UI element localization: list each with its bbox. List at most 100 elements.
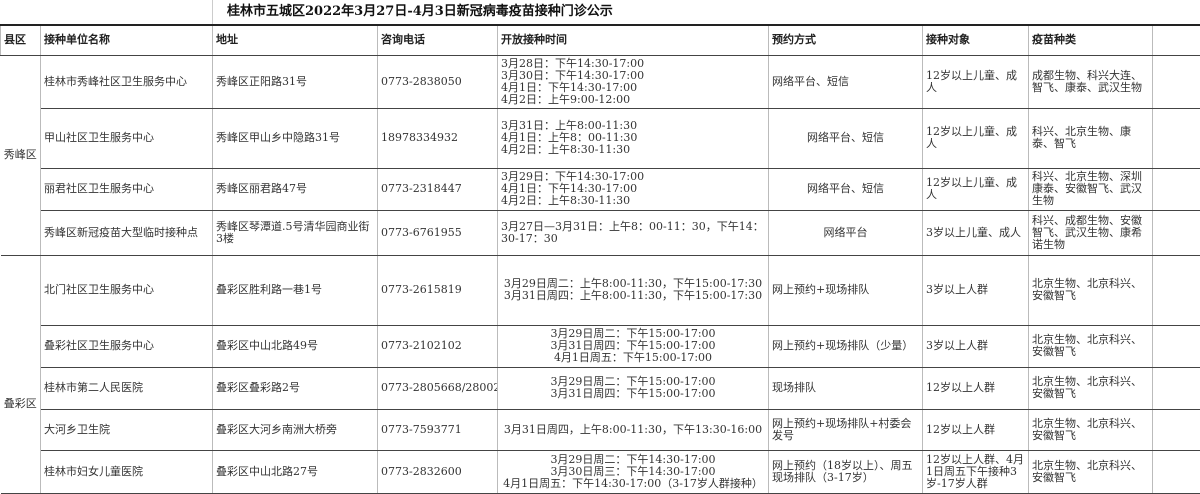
unit-name-cell: 秀峰区新冠疫苗大型临时接种点 bbox=[41, 210, 213, 255]
target-cell: 3岁以上人群 bbox=[923, 255, 1029, 325]
vaccine-cell: 北京生物、北京科兴、安徽智飞 bbox=[1029, 325, 1153, 367]
booking-cell: 网上预约+现场排队 bbox=[769, 255, 923, 325]
unit-name-cell: 桂林市第二人民医院 bbox=[41, 367, 213, 409]
header-target-group: 接种对象 bbox=[923, 25, 1029, 55]
time-line: 3月29日周二：下午14:30-17:00 bbox=[501, 454, 765, 466]
address-cell: 叠彩区中山北路27号 bbox=[213, 450, 378, 493]
time-line: 3月31日周四，上午8:00-11:30，下午13:30-16:00 bbox=[501, 424, 765, 436]
time-line: 4月1日：下午14:30-17:00 bbox=[501, 82, 765, 94]
open-time-cell: 3月27日—3月31日：上午8：00-11：30，下午14：30-17：30 bbox=[498, 210, 769, 255]
header-vaccine-type: 疫苗种类 bbox=[1029, 25, 1153, 55]
time-line: 4月2日：上午9:00-12:00 bbox=[501, 94, 765, 106]
header-phone: 咨询电话 bbox=[378, 25, 498, 55]
booking-cell: 网上预约+现场排队+村委会发号 bbox=[769, 409, 923, 450]
time-line: 4月2日：上午8:30-11:30 bbox=[501, 144, 765, 156]
empty-cell bbox=[1153, 367, 1200, 409]
address-cell: 叠彩区大河乡南洲大桥旁 bbox=[213, 409, 378, 450]
booking-cell: 网络平台、短信 bbox=[769, 168, 923, 210]
empty-cell bbox=[1153, 108, 1200, 168]
unit-name-cell: 丽君社区卫生服务中心 bbox=[41, 168, 213, 210]
unit-name-cell: 桂林市妇女儿童医院 bbox=[41, 450, 213, 493]
booking-cell: 网上预约+现场排队（少量） bbox=[769, 325, 923, 367]
address-cell: 秀峰区正阳路31号 bbox=[213, 55, 378, 108]
booking-cell: 现场排队 bbox=[769, 367, 923, 409]
empty-cell bbox=[1153, 325, 1200, 367]
empty-cell bbox=[1153, 168, 1200, 210]
unit-name-cell: 甲山社区卫生服务中心 bbox=[41, 108, 213, 168]
target-cell: 12岁以上儿童、成人 bbox=[923, 55, 1029, 108]
address-cell: 叠彩区叠彩路2号 bbox=[213, 367, 378, 409]
booking-cell: 网络平台、短信 bbox=[769, 55, 923, 108]
vaccine-cell: 科兴、北京生物、深圳康泰、安徽智飞、武汉生物 bbox=[1029, 168, 1153, 210]
unit-name-cell: 大河乡卫生院 bbox=[41, 409, 213, 450]
address-cell: 秀峰区甲山乡中隐路31号 bbox=[213, 108, 378, 168]
target-cell: 12岁以上人群、4月1日周五下午接种3岁-17岁人群 bbox=[923, 450, 1029, 493]
time-line: 3月31日周四：下午15:00-17:00 bbox=[501, 388, 765, 400]
booking-cell: 网络平台、短信 bbox=[769, 108, 923, 168]
phone-cell: 0773-7593771 bbox=[378, 409, 498, 450]
vaccine-cell: 北京生物、北京科兴、安徽智飞 bbox=[1029, 409, 1153, 450]
vaccine-cell: 科兴、北京生物、康泰、智飞 bbox=[1029, 108, 1153, 168]
time-line: 3月27日—3月31日：上午8：00-11：30，下午14：30-17：30 bbox=[501, 221, 765, 245]
empty-cell bbox=[1153, 450, 1200, 493]
open-time-cell: 3月31日周四，上午8:00-11:30，下午13:30-16:00 bbox=[498, 409, 769, 450]
blank-cell bbox=[1, 0, 213, 25]
phone-cell: 0773-6761955 bbox=[378, 210, 498, 255]
time-line: 4月1日周五：下午15:00-17:00 bbox=[501, 352, 765, 364]
address-cell: 叠彩区中山北路49号 bbox=[213, 325, 378, 367]
phone-cell: 0773-2318447 bbox=[378, 168, 498, 210]
phone-cell: 0773-2615819 bbox=[378, 255, 498, 325]
time-line: 4月1日周五：下午14:30-17:00（3-17岁人群接种） bbox=[501, 478, 765, 490]
phone-cell: 0773-2805668/2800255 bbox=[378, 367, 498, 409]
vaccine-cell: 北京生物、北京科兴、安徽智飞 bbox=[1029, 255, 1153, 325]
target-cell: 12岁以上人群 bbox=[923, 367, 1029, 409]
phone-cell: 0773-2838050 bbox=[378, 55, 498, 108]
page-title: 桂林市五城区2022年3月27日-4月3日新冠病毒疫苗接种门诊公示 bbox=[213, 0, 1200, 25]
unit-name-cell: 桂林市秀峰社区卫生服务中心 bbox=[41, 55, 213, 108]
county-cell: 叠彩区 bbox=[1, 255, 41, 493]
time-line: 4月2日：上午8:30-11:30 bbox=[501, 195, 765, 207]
unit-name-cell: 北门社区卫生服务中心 bbox=[41, 255, 213, 325]
vaccine-cell: 科兴、成都生物、安徽智飞、武汉生物、康希诺生物 bbox=[1029, 210, 1153, 255]
target-cell: 12岁以上人群 bbox=[923, 409, 1029, 450]
phone-cell: 18978334932 bbox=[378, 108, 498, 168]
empty-cell bbox=[1153, 409, 1200, 450]
address-cell: 叠彩区胜利路一巷1号 bbox=[213, 255, 378, 325]
address-cell: 秀峰区丽君路47号 bbox=[213, 168, 378, 210]
header-address: 地址 bbox=[213, 25, 378, 55]
phone-cell: 0773-2832600 bbox=[378, 450, 498, 493]
table-row: 桂林市第二人民医院叠彩区叠彩路2号0773-2805668/28002553月2… bbox=[1, 367, 1200, 409]
time-line: 3月30日：下午14:30-17:00 bbox=[501, 70, 765, 82]
header-unit-name: 接种单位名称 bbox=[41, 25, 213, 55]
header-county: 县区 bbox=[1, 25, 41, 55]
empty-cell bbox=[1153, 55, 1200, 108]
booking-cell: 网络平台 bbox=[769, 210, 923, 255]
address-cell: 秀峰区琴潭道.5号清华园商业街3楼 bbox=[213, 210, 378, 255]
county-cell: 秀峰区 bbox=[1, 55, 41, 255]
header-empty bbox=[1153, 25, 1200, 55]
time-line: 3月31日周四：上午8:00-11:30，下午15:00-17:30 bbox=[501, 290, 765, 302]
empty-cell bbox=[1153, 210, 1200, 255]
phone-cell: 0773-2102102 bbox=[378, 325, 498, 367]
vaccine-cell: 北京生物、北京科兴、安徽智飞 bbox=[1029, 450, 1153, 493]
vaccine-cell: 北京生物、北京科兴、安徽智飞 bbox=[1029, 367, 1153, 409]
vaccine-cell: 成都生物、科兴大连、智飞、康泰、武汉生物 bbox=[1029, 55, 1153, 108]
header-booking-method: 预约方式 bbox=[769, 25, 923, 55]
target-cell: 3岁以上儿童、成人 bbox=[923, 210, 1029, 255]
time-line: 3月30日周三：下午14:30-17:00 bbox=[501, 466, 765, 478]
target-cell: 12岁以上儿童、成人 bbox=[923, 108, 1029, 168]
unit-name-cell: 叠彩社区卫生服务中心 bbox=[41, 325, 213, 367]
